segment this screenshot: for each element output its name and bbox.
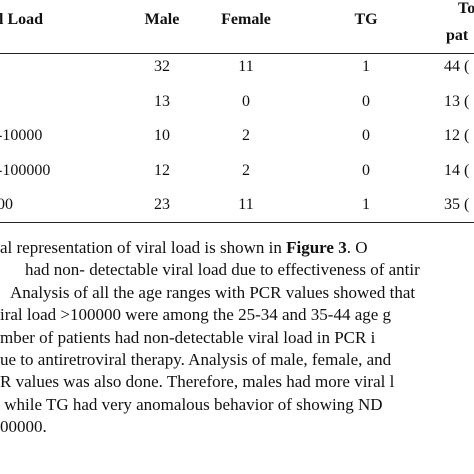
header-cell: To bbox=[458, 0, 474, 17]
cell: 12 ( bbox=[444, 127, 470, 144]
text: . O bbox=[346, 238, 368, 257]
rule bbox=[0, 53, 474, 54]
text-line: Analysis of all the age ranges with PCR … bbox=[10, 282, 416, 302]
header-cell: l Load bbox=[0, 11, 44, 28]
cell: 0 bbox=[362, 127, 370, 144]
text-line: mber of patients had non-detectable vira… bbox=[0, 327, 376, 347]
cell: 32 bbox=[154, 58, 170, 75]
text-line: iral load >100000 were among the 25-34 a… bbox=[0, 305, 392, 325]
cell: 13 bbox=[154, 92, 170, 110]
cell: 0 bbox=[362, 92, 370, 110]
row-label: -10000 bbox=[0, 127, 43, 144]
cell: 23 bbox=[154, 196, 170, 213]
row-label: -100000 bbox=[0, 161, 51, 179]
cell: 44 ( bbox=[444, 58, 470, 75]
cell: 2 bbox=[242, 127, 250, 144]
text-line: 00000. bbox=[0, 417, 47, 437]
cell: 10 bbox=[154, 127, 170, 144]
text: al representation of viral load is shown… bbox=[0, 238, 287, 257]
text-line: ue to antiretroviral therapy. Analysis o… bbox=[0, 350, 392, 369]
header-cell: Female bbox=[221, 11, 271, 28]
cell: 14 ( bbox=[444, 161, 470, 179]
cell: 0 bbox=[242, 92, 250, 110]
figure-ref: Figure 3 bbox=[286, 238, 347, 257]
cell: 1 bbox=[362, 58, 370, 75]
cell: 12 bbox=[154, 161, 170, 179]
cell: 11 bbox=[238, 58, 254, 75]
text-line: R values was also done. Therefore, males… bbox=[0, 372, 395, 392]
header-cell: pat bbox=[446, 27, 469, 44]
header-cell: Male bbox=[144, 11, 180, 28]
text-line: had non- detectable viral load due to ef… bbox=[25, 260, 420, 280]
cell: 13 ( bbox=[444, 92, 470, 110]
header-cell: TG bbox=[354, 11, 378, 28]
text-line: while TG had very anomalous behavior of … bbox=[0, 394, 383, 414]
cell: 0 bbox=[362, 161, 370, 179]
row-label: 00 bbox=[0, 196, 13, 213]
cell: 35 ( bbox=[444, 196, 470, 213]
text-line: al representation of viral load is shown… bbox=[0, 238, 368, 258]
cell: 2 bbox=[242, 161, 250, 179]
cell: 1 bbox=[362, 196, 370, 213]
rule bbox=[0, 222, 474, 223]
cell: 11 bbox=[238, 196, 254, 213]
